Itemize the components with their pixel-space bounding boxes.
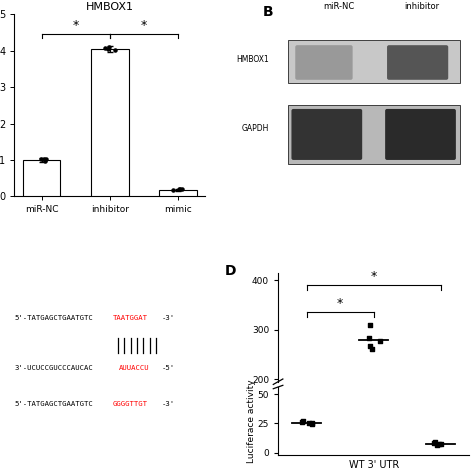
Point [169, 186, 176, 194]
FancyBboxPatch shape [385, 109, 456, 160]
Bar [23, 160, 60, 196]
Text: -3': -3' [162, 401, 175, 407]
Bar [288, 105, 460, 164]
Point [376, 337, 383, 345]
Point [366, 342, 374, 349]
Text: B: B [263, 5, 273, 19]
Text: AUUACCU: AUUACCU [118, 365, 149, 371]
Text: inhibitor: inhibitor [404, 1, 439, 10]
FancyBboxPatch shape [292, 109, 362, 160]
Text: HMBOX1: HMBOX1 [236, 55, 268, 64]
Text: *: * [141, 19, 147, 32]
Y-axis label: Luciferace activity: Luciferace activity [247, 379, 256, 463]
Point [438, 440, 445, 448]
Point [105, 44, 113, 51]
FancyBboxPatch shape [295, 45, 353, 80]
Point [104, 46, 112, 53]
Bar [288, 40, 460, 83]
Point [366, 321, 374, 328]
Point [175, 186, 182, 193]
FancyBboxPatch shape [387, 45, 448, 80]
Point [42, 155, 50, 163]
Point [176, 185, 183, 193]
Point [111, 46, 119, 54]
Point [101, 45, 109, 52]
Text: 5'-TATGAGCTGAATGTC: 5'-TATGAGCTGAATGTC [14, 401, 93, 407]
Text: D: D [225, 264, 236, 278]
Text: GAPDH: GAPDH [241, 125, 268, 134]
Text: *: * [73, 19, 79, 32]
Text: *: * [337, 297, 343, 310]
Point [431, 438, 439, 446]
Point [430, 439, 438, 447]
Text: *: * [371, 270, 377, 283]
Point [40, 155, 48, 163]
Title: HMBOX1: HMBOX1 [86, 2, 134, 12]
Text: miR-NC: miR-NC [324, 1, 355, 10]
Point [436, 440, 443, 447]
Text: -5': -5' [162, 365, 174, 371]
Text: 5'-TATGAGCTGAATGTC: 5'-TATGAGCTGAATGTC [14, 315, 93, 321]
Point [37, 155, 45, 163]
Point [308, 420, 316, 428]
Point [308, 419, 315, 427]
Point [300, 417, 307, 425]
Point [298, 418, 305, 426]
Point [178, 185, 186, 193]
Text: 3'-UCUCCGUCCCAUCAC: 3'-UCUCCGUCCCAUCAC [14, 365, 93, 371]
Text: TAATGGAT: TAATGGAT [113, 315, 148, 321]
Text: -3': -3' [162, 315, 175, 321]
Bar [159, 190, 197, 196]
Text: GGGGTTGT: GGGGTTGT [113, 401, 148, 407]
Bar [91, 49, 128, 196]
Point [365, 334, 373, 342]
Point [41, 157, 49, 165]
Point [434, 441, 441, 449]
Point [305, 419, 313, 427]
Point [368, 345, 375, 352]
